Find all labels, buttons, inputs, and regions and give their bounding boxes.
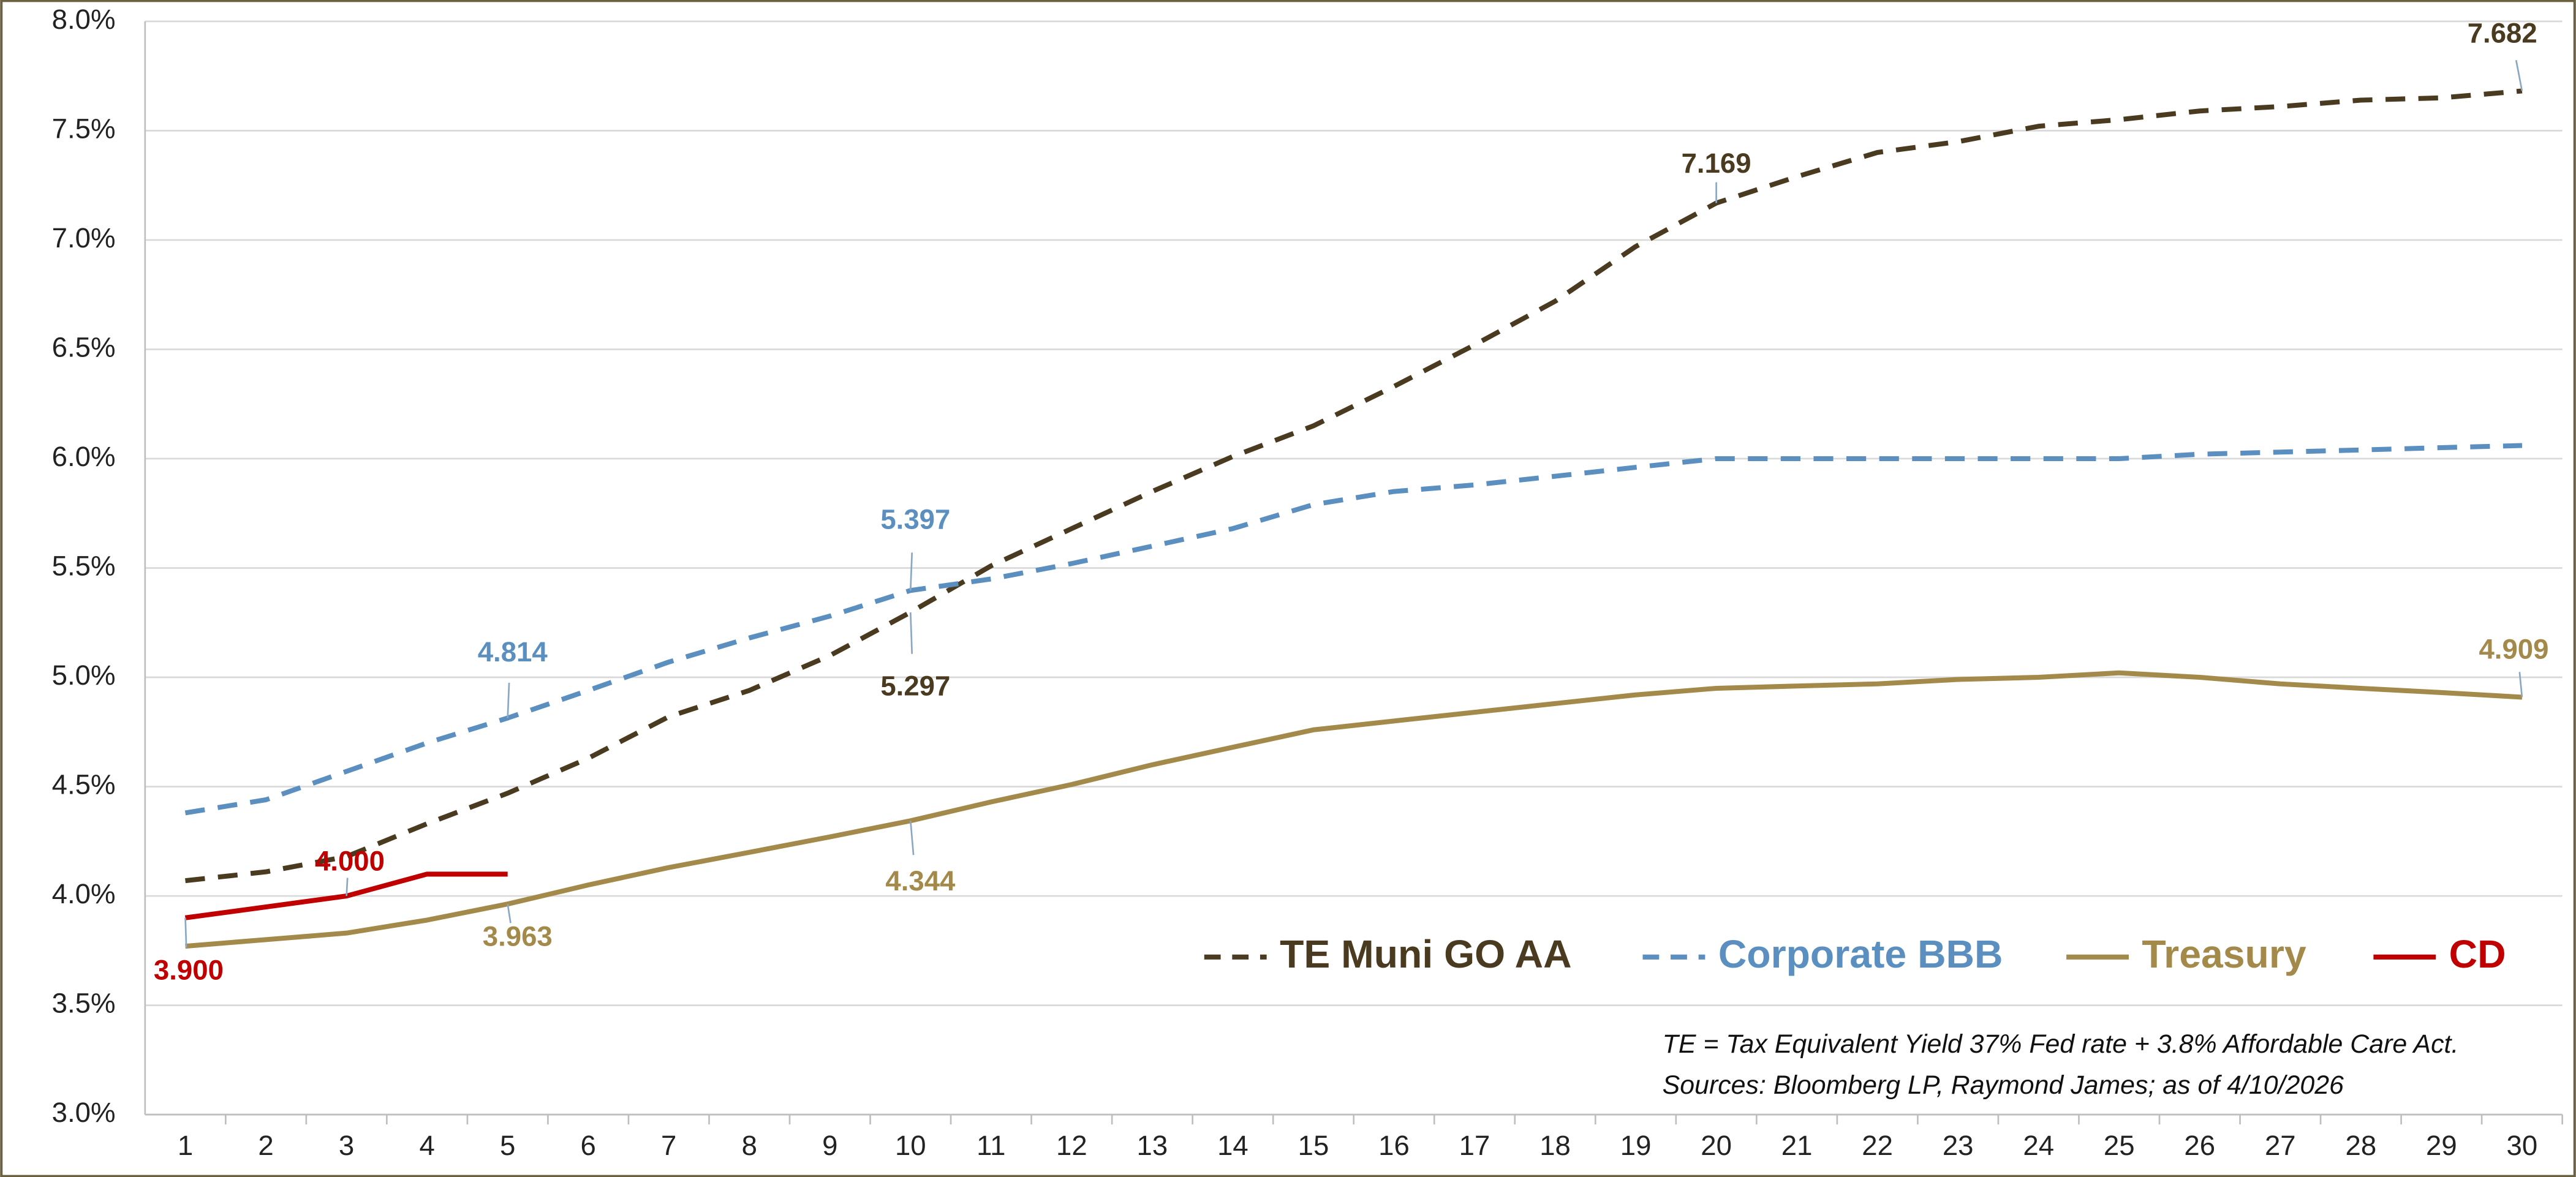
x-tick-label: 20 [1701, 1130, 1732, 1161]
leader-line [2515, 60, 2523, 91]
series-line [185, 670, 2523, 949]
x-tick-label: 16 [1378, 1130, 1410, 1161]
x-tick-label: 25 [2104, 1130, 2135, 1161]
annotation: Sources: Bloomberg LP, Raymond James; as… [1663, 1070, 2344, 1100]
x-tick-label: 19 [1620, 1130, 1652, 1161]
data-label: 7.169 [1682, 148, 1751, 179]
data-label: 5.297 [880, 670, 950, 701]
x-tick-label: 21 [1781, 1130, 1813, 1161]
x-tick-label: 28 [2345, 1130, 2376, 1161]
x-tick-label: 9 [822, 1130, 837, 1161]
x-tick-label: 4 [419, 1130, 434, 1161]
data-label: 4.000 [315, 845, 385, 876]
x-tick-label: 15 [1298, 1130, 1329, 1161]
leader-line [184, 917, 187, 948]
x-tick-label: 2 [258, 1130, 273, 1161]
x-tick-label: 14 [1217, 1130, 1248, 1161]
x-tick-label: 1 [178, 1130, 193, 1161]
legend-label: Treasury [2142, 932, 2306, 976]
y-tick-label: 3.0% [52, 1097, 116, 1128]
data-label: 5.397 [880, 504, 950, 535]
leader-line [507, 682, 510, 718]
x-tick-label: 18 [1539, 1130, 1571, 1161]
leader-line [346, 878, 349, 897]
y-tick-label: 6.0% [52, 441, 116, 472]
x-tick-label: 26 [2184, 1130, 2215, 1161]
series-line [184, 443, 2523, 816]
legend-label: CD [2449, 932, 2506, 976]
legend-label: Corporate BBB [1718, 932, 2003, 976]
y-tick-label: 4.0% [52, 878, 116, 909]
y-tick-label: 5.5% [52, 551, 116, 582]
x-tick-label: 10 [895, 1130, 926, 1161]
data-label: 3.963 [483, 921, 553, 952]
x-tick-label: 3 [339, 1130, 354, 1161]
x-tick-label: 6 [581, 1130, 596, 1161]
leader-line [909, 552, 913, 591]
leader-line [909, 612, 913, 654]
x-tick-label: 12 [1056, 1130, 1087, 1161]
x-tick-label: 29 [2426, 1130, 2457, 1161]
y-tick-label: 7.5% [52, 113, 116, 144]
data-label: 4.814 [478, 636, 548, 667]
x-tick-label: 13 [1137, 1130, 1168, 1161]
x-tick-label: 11 [976, 1130, 1005, 1161]
y-tick-label: 7.0% [52, 222, 116, 254]
x-tick-label: 17 [1459, 1130, 1490, 1161]
x-tick-label: 24 [2023, 1130, 2054, 1161]
data-label: 3.900 [154, 954, 224, 985]
data-label: 4.909 [2479, 633, 2548, 664]
y-tick-label: 3.5% [52, 988, 116, 1019]
x-tick-label: 7 [661, 1130, 676, 1161]
y-tick-label: 6.5% [52, 331, 116, 363]
x-tick-label: 22 [1862, 1130, 1893, 1161]
data-label: 7.682 [2468, 17, 2537, 48]
annotation: TE = Tax Equivalent Yield 37% Fed rate +… [1663, 1029, 2459, 1059]
series-line [185, 88, 2523, 884]
data-label: 4.344 [885, 865, 956, 897]
y-tick-label: 4.5% [52, 769, 116, 800]
x-tick-label: 30 [2507, 1130, 2538, 1161]
leader-line [507, 904, 512, 923]
x-tick-label: 5 [500, 1130, 515, 1161]
legend-label: TE Muni GO AA [1280, 932, 1571, 976]
x-tick-label: 23 [1943, 1130, 1974, 1161]
leader-line [2518, 672, 2523, 698]
leader-line [909, 821, 915, 855]
y-tick-label: 5.0% [52, 660, 116, 691]
y-tick-label: 8.0% [52, 4, 116, 35]
x-tick-label: 27 [2265, 1130, 2296, 1161]
x-tick-label: 8 [742, 1130, 757, 1161]
